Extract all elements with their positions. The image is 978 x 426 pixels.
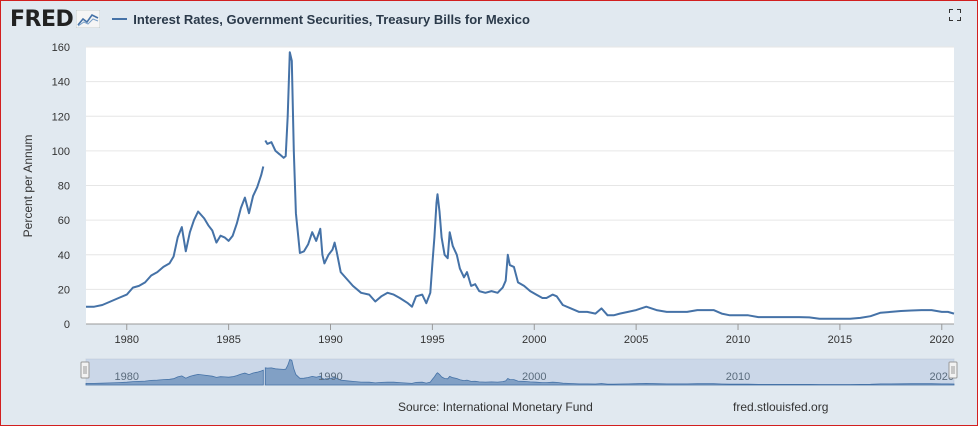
- chart-header: FRED Interest Rates, Government Securiti…: [10, 6, 530, 32]
- x-tick-label: 2005: [624, 334, 648, 346]
- navigator-label: 2020: [930, 371, 954, 383]
- x-tick-label: 1985: [216, 334, 240, 346]
- y-tick-label: 160: [52, 42, 70, 54]
- fred-logo[interactable]: FRED: [10, 6, 74, 32]
- chart-title: Interest Rates, Government Securities, T…: [133, 11, 530, 27]
- y-tick-label: 0: [64, 319, 70, 331]
- y-tick-label: 120: [52, 111, 70, 123]
- navigator-left-handle[interactable]: [80, 361, 90, 379]
- x-tick-label: 1995: [420, 334, 444, 346]
- y-tick-label: 80: [58, 181, 70, 193]
- navigator-label: 1990: [318, 371, 342, 383]
- chart-line-icon: [76, 10, 101, 28]
- y-axis-label: Percent per Annum: [21, 135, 35, 238]
- x-tick-label: 2000: [522, 334, 546, 346]
- footer-url[interactable]: fred.stlouisfed.org: [733, 400, 829, 414]
- range-navigator[interactable]: 1980 1990 2000 2010 2020: [80, 358, 958, 386]
- x-tick-label: 2020: [930, 334, 954, 346]
- y-tick-label: 100: [52, 146, 70, 158]
- navigator-label: 2000: [522, 371, 546, 383]
- series-segment: [86, 166, 265, 308]
- grid-lines: [86, 46, 954, 325]
- chart-svg: 0 20 40 60 80 100 120 140 160 1980 1985 1990 1995 20…: [21, 42, 958, 386]
- y-tick-labels: 0 20 40 60 80 100 120 140 160: [52, 42, 70, 331]
- x-tick-label: 1990: [318, 334, 342, 346]
- navigator-right-handle[interactable]: [948, 361, 958, 379]
- y-tick-label: 20: [58, 284, 70, 296]
- legend-line-swatch: [112, 18, 128, 20]
- series-line: [86, 51, 955, 320]
- navigator-label: 1980: [115, 371, 139, 383]
- x-tick-label: 1980: [115, 334, 139, 346]
- x-tick-label: 2010: [726, 334, 750, 346]
- y-tick-label: 40: [58, 250, 70, 262]
- navigator-label: 2010: [726, 371, 750, 383]
- x-tick-label: 2015: [828, 334, 852, 346]
- x-ticks: 1980 1985 1990 1995 2000 2005 2010 2015 2020: [115, 324, 954, 346]
- footer-source: Source: International Monetary Fund: [398, 400, 593, 414]
- navigator-area: [85, 369, 264, 386]
- navigator-labels: 1980 1990 2000 2010 2020: [115, 371, 955, 383]
- series-segment: [264, 51, 955, 320]
- y-tick-label: 60: [58, 215, 70, 227]
- navigator-area: [264, 358, 955, 386]
- navigator-series: [85, 358, 955, 386]
- y-tick-label: 140: [52, 77, 70, 89]
